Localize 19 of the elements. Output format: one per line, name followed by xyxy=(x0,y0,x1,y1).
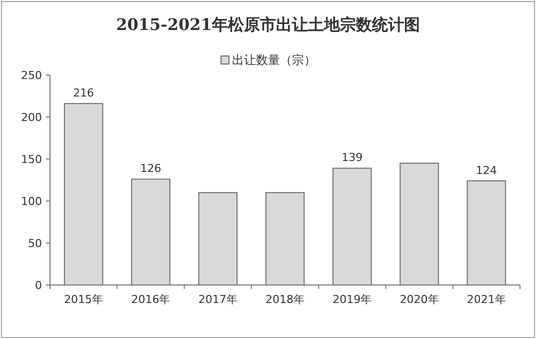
y-tick-label: 200 xyxy=(21,111,42,124)
y-tick-label: 0 xyxy=(35,279,42,292)
y-tick-label: 100 xyxy=(21,195,42,208)
data-label: 124 xyxy=(476,164,497,177)
data-label: 216 xyxy=(73,86,94,100)
data-label: 126 xyxy=(140,162,162,176)
y-tick-label: 250 xyxy=(21,69,42,82)
x-tick-label: 2021年 xyxy=(466,293,506,306)
x-tick-label: 2018年 xyxy=(266,293,304,306)
data-label: 139 xyxy=(342,151,363,164)
y-tick-label: 150 xyxy=(21,153,42,166)
y-tick-label: 50 xyxy=(28,237,42,250)
x-tick-label: 2016年 xyxy=(131,293,170,306)
legend-label: 出让数量（宗） xyxy=(232,53,316,67)
x-tick-label: 2015年 xyxy=(64,293,104,306)
x-tick-label: 2017年 xyxy=(198,293,238,306)
x-tick-label: 2020年 xyxy=(400,293,439,306)
chart-title: 2015-2021年松原市出让土地宗数统计图 xyxy=(116,15,420,34)
x-tick-label: 2019年 xyxy=(332,293,372,306)
